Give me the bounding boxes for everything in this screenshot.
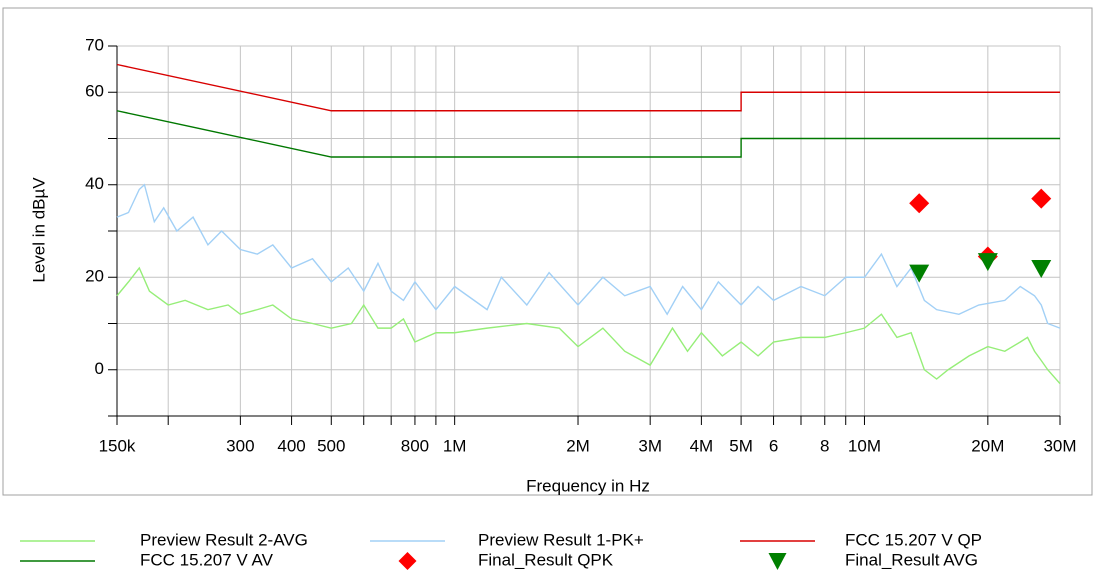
y-axis-label: Level in dBµV bbox=[29, 177, 48, 283]
y-tick-label: 70 bbox=[85, 35, 104, 54]
x-tick-label: 3M bbox=[638, 436, 662, 455]
x-tick-label: 10M bbox=[848, 436, 881, 455]
series-line bbox=[116, 183, 1061, 329]
legend-label: Preview Result 1-PK+ bbox=[478, 530, 644, 549]
y-tick-label: 20 bbox=[85, 267, 104, 286]
marker-triangle bbox=[909, 264, 930, 283]
marker-diamond bbox=[909, 193, 930, 214]
series-line bbox=[116, 63, 1060, 112]
x-tick-label: 8 bbox=[820, 436, 829, 455]
legend-label: Final_Result AVG bbox=[845, 550, 978, 569]
x-tick-label: 20M bbox=[971, 436, 1004, 455]
legend-label: Preview Result 2-AVG bbox=[140, 530, 308, 549]
x-tick-label: 5M bbox=[729, 436, 753, 455]
x-tick-label: 4M bbox=[690, 436, 714, 455]
y-tick-label: 40 bbox=[85, 174, 104, 193]
marker-triangle bbox=[1031, 260, 1052, 278]
x-tick-label: 500 bbox=[317, 436, 345, 455]
x-tick-label: 300 bbox=[226, 436, 254, 455]
legend-marker bbox=[398, 552, 417, 570]
chart-frame bbox=[2, 7, 1093, 496]
x-tick-label: 2M bbox=[566, 436, 590, 455]
y-tick-label: 60 bbox=[85, 82, 104, 101]
series-line bbox=[116, 110, 1060, 158]
x-tick-label: 1M bbox=[443, 436, 467, 455]
series-line bbox=[116, 266, 1061, 385]
x-tick-label: 800 bbox=[401, 436, 429, 455]
legend-label: FCC 15.207 V QP bbox=[845, 530, 982, 549]
x-tick-label: 150k bbox=[99, 436, 136, 455]
legend-label: Final_Result QPK bbox=[478, 550, 614, 569]
legend-label: FCC 15.207 V AV bbox=[140, 550, 274, 569]
legend-marker bbox=[768, 553, 787, 570]
x-axis-label: Frequency in Hz bbox=[526, 476, 650, 495]
marker-triangle bbox=[977, 253, 998, 272]
x-tick-label: 30M bbox=[1043, 436, 1076, 455]
y-tick-label: 0 bbox=[95, 359, 104, 378]
x-tick-label: 6 bbox=[769, 436, 778, 455]
marker-diamond bbox=[1031, 188, 1052, 209]
x-tick-label: 400 bbox=[277, 436, 305, 455]
